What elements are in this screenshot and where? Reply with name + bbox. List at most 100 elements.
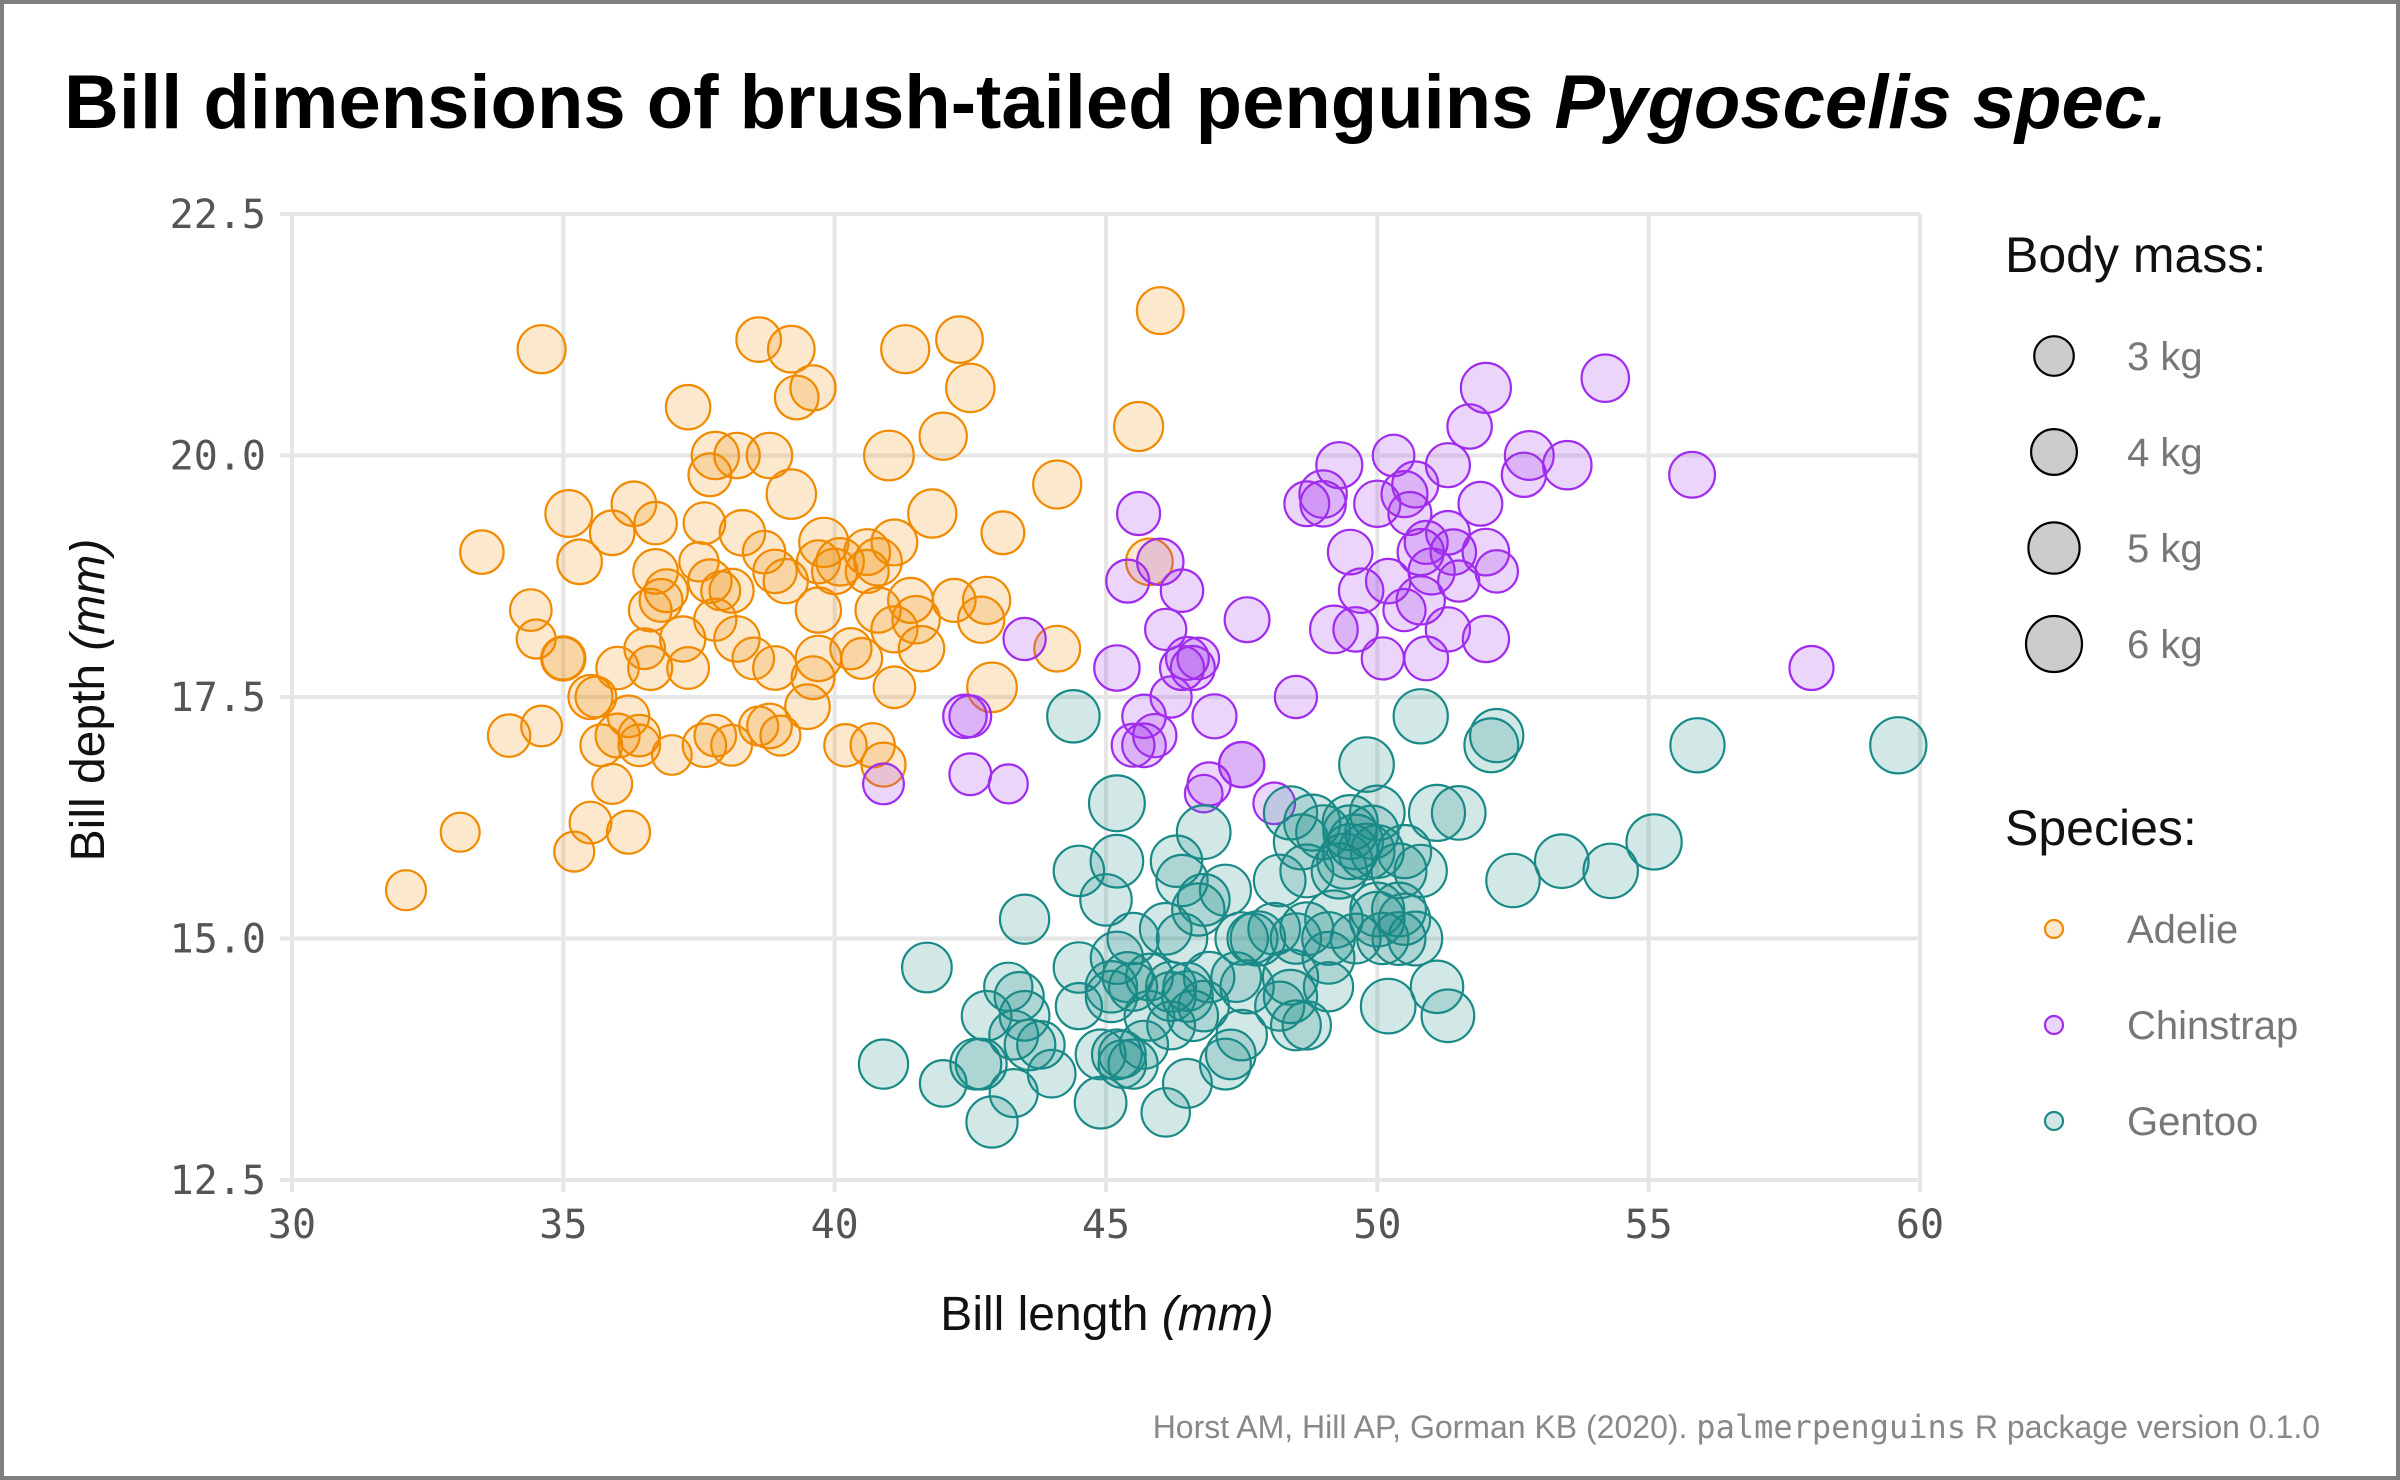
- x-tick-label: 60: [1896, 1202, 1944, 1248]
- point-chinstrap: [1457, 480, 1504, 527]
- point-adelie: [540, 635, 587, 682]
- point-gentoo: [1279, 843, 1335, 899]
- point-gentoo: [1016, 1020, 1066, 1070]
- point-gentoo: [1219, 959, 1275, 1015]
- chart-title-italic: Pygoscelis spec.: [1555, 60, 2168, 145]
- point-adelie: [918, 411, 968, 461]
- point-adelie: [591, 762, 634, 806]
- point-gentoo: [1329, 912, 1382, 965]
- point-gentoo: [1087, 774, 1146, 833]
- point-gentoo: [1356, 911, 1410, 966]
- point-gentoo: [1214, 911, 1270, 966]
- point-adelie: [870, 518, 919, 567]
- point-adelie: [735, 316, 783, 364]
- caption-mono: palmerpenguins: [1696, 1408, 1966, 1446]
- point-chinstrap: [1332, 606, 1379, 653]
- point-adelie: [863, 429, 915, 482]
- point-chinstrap: [1176, 636, 1221, 681]
- point-gentoo: [1533, 833, 1590, 890]
- point-gentoo: [857, 1038, 910, 1090]
- point-gentoo: [1046, 688, 1101, 744]
- point-adelie: [617, 723, 662, 768]
- point-gentoo: [954, 1037, 1008, 1091]
- point-gentoo: [1084, 959, 1139, 1014]
- point-gentoo: [1407, 783, 1467, 843]
- species-legend-label: Adelie: [2127, 908, 2238, 952]
- point-adelie: [752, 548, 798, 595]
- size-legend-label: 5 kg: [2127, 527, 2203, 571]
- point-adelie: [681, 722, 728, 769]
- point-gentoo: [1269, 999, 1322, 1052]
- point-adelie: [666, 645, 711, 690]
- point-chinstrap: [1360, 636, 1406, 681]
- point-gentoo: [1485, 852, 1541, 909]
- x-tick-label: 35: [539, 1202, 587, 1248]
- point-adelie: [870, 605, 919, 654]
- point-adelie: [1135, 286, 1185, 336]
- axis-ticks: 30 35 40 45 50 55 60 12.5 15.0 17.5 20.0 22.5: [170, 192, 1944, 1248]
- point-gentoo: [1337, 822, 1396, 881]
- point-chinstrap: [1159, 568, 1205, 614]
- point-chinstrap: [1183, 773, 1224, 814]
- point-adelie: [643, 568, 689, 614]
- point-adelie: [789, 364, 837, 412]
- caption: Horst AM, Hill AP, Gorman KB (2020). pal…: [1153, 1408, 2320, 1446]
- point-chinstrap: [1424, 509, 1471, 556]
- point-chinstrap: [1223, 596, 1271, 644]
- y-axis-title-italic: (mm): [62, 539, 115, 651]
- point-adelie: [957, 595, 1006, 644]
- point-gentoo: [1359, 977, 1417, 1035]
- y-axis-title: Bill depth (mm): [62, 539, 115, 862]
- point-gentoo: [1229, 910, 1287, 967]
- point-gentoo: [1625, 813, 1683, 871]
- point-chinstrap: [1217, 740, 1266, 789]
- grid: [280, 212, 1922, 1192]
- point-chinstrap: [948, 694, 993, 739]
- size-key-5kg: [2027, 521, 2081, 575]
- point-chinstrap: [1424, 606, 1472, 653]
- point-adelie: [765, 468, 818, 520]
- point-adelie: [708, 567, 755, 614]
- point-adelie: [486, 713, 532, 758]
- point-gentoo: [1370, 842, 1428, 900]
- point-gentoo: [1171, 882, 1226, 937]
- point-adelie: [823, 722, 868, 768]
- point-gentoo: [1106, 911, 1160, 966]
- point-adelie: [713, 431, 761, 480]
- point-chinstrap: [1459, 361, 1513, 414]
- size-legend: 3 kg 4 kg 5 kg 6 kg: [2024, 335, 2203, 674]
- point-gentoo: [1327, 813, 1384, 871]
- point-chinstrap: [1474, 549, 1520, 594]
- x-axis-title: Bill length (mm): [940, 1288, 1273, 1341]
- species-legend-label: Gentoo: [2127, 1100, 2258, 1144]
- point-gentoo: [1107, 961, 1159, 1012]
- x-tick-label: 50: [1353, 1202, 1401, 1248]
- point-gentoo: [1302, 961, 1355, 1013]
- point-adelie: [795, 539, 842, 585]
- species-legend-title: Species:: [2005, 800, 2197, 856]
- point-gentoo: [1338, 736, 1395, 793]
- point-adelie: [384, 869, 428, 912]
- x-tick-label: 40: [811, 1202, 859, 1248]
- point-adelie: [682, 501, 727, 545]
- x-tick-label: 45: [1082, 1202, 1130, 1248]
- point-adelie: [520, 704, 564, 748]
- point-adelie: [854, 586, 902, 634]
- point-gentoo: [1054, 981, 1104, 1031]
- caption-pre: Horst AM, Hill AP, Gorman KB (2020).: [1153, 1409, 1697, 1445]
- point-adelie: [872, 665, 917, 710]
- point-adelie: [759, 714, 802, 757]
- point-gentoo: [1669, 717, 1726, 774]
- y-axis-title-main: Bill depth: [62, 651, 115, 862]
- point-adelie: [790, 655, 836, 701]
- point-chinstrap: [1273, 674, 1319, 720]
- species-legend: Adelie Chinstrap Gentoo: [2043, 908, 2298, 1144]
- point-gentoo: [1869, 716, 1928, 775]
- point-adelie: [745, 431, 794, 480]
- point-chinstrap: [1788, 644, 1835, 692]
- point-gentoo: [1371, 910, 1427, 966]
- point-gentoo: [1304, 889, 1364, 950]
- point-adelie: [439, 811, 481, 853]
- point-adelie: [664, 383, 712, 431]
